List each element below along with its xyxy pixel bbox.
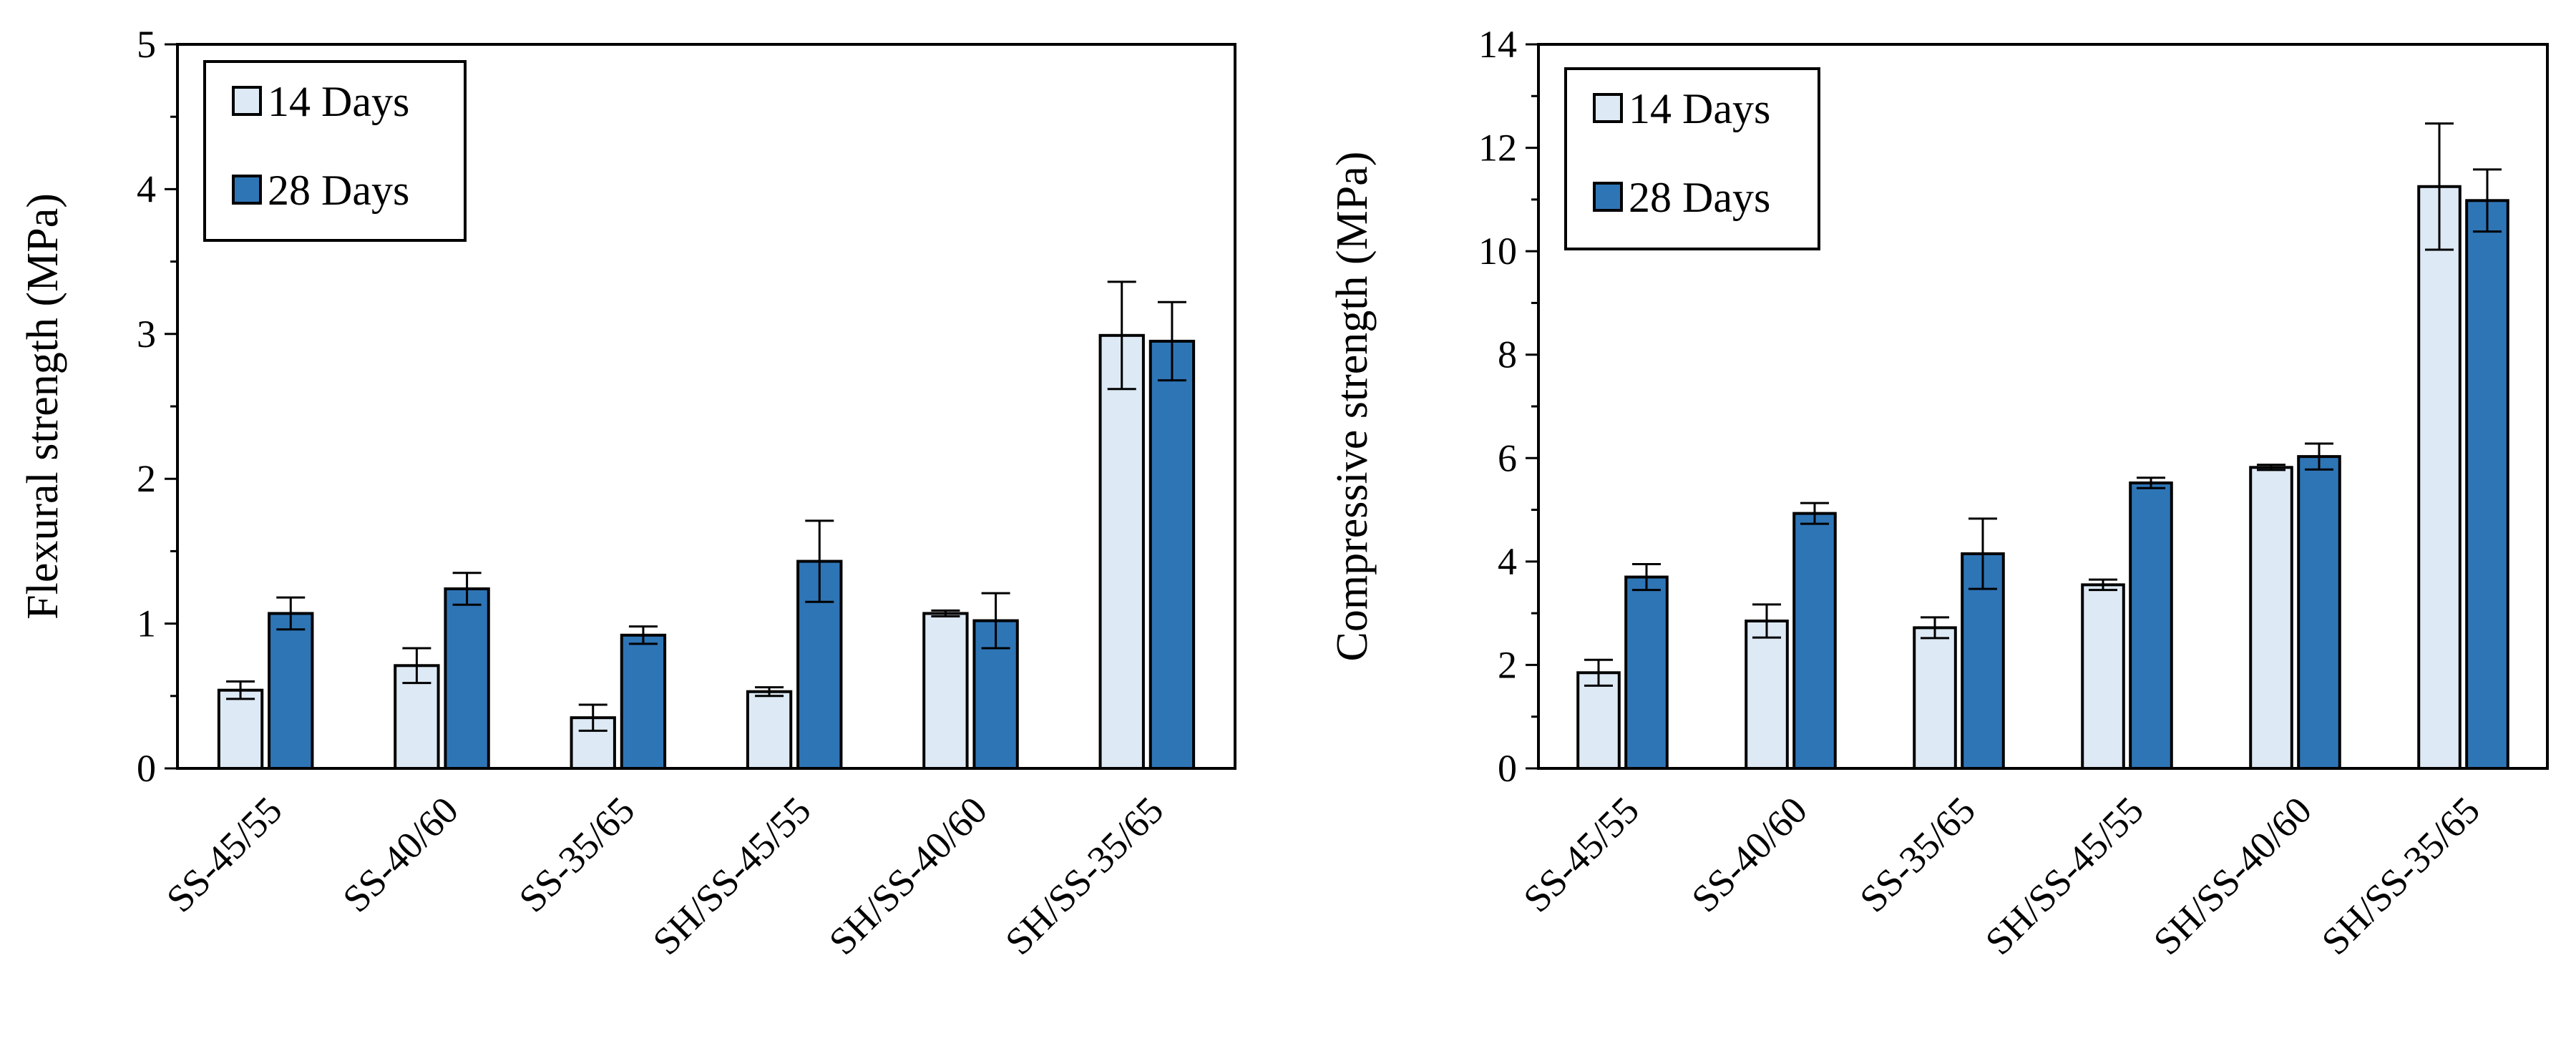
bar-group: [570, 625, 667, 770]
legend-swatch-14-days: [232, 86, 262, 116]
bar-group: [2081, 476, 2173, 771]
bar-14-days: [217, 688, 264, 770]
y-tick-label: 12: [1478, 127, 1517, 170]
error-bar: [402, 647, 431, 685]
bar-group: [1576, 562, 1669, 770]
x-category-label: SH/SS-40/60: [821, 788, 995, 963]
x-category-label: SS-40/60: [1683, 788, 1815, 921]
bar-14-days: [1913, 626, 1957, 771]
bar-28-days: [2129, 481, 2173, 770]
bar-group: [2249, 442, 2341, 770]
error-bar: [2089, 578, 2118, 592]
flexural-strength-chart: 0 1 2 3 4 5 Flexural strength (MPa) SS-45/55 SS-…: [19, 23, 1236, 963]
legend: 14 Days 28 Days: [1564, 67, 1820, 250]
y-tick-label: 2: [1498, 643, 1517, 686]
error-bar: [276, 596, 306, 631]
bar-group: [2417, 122, 2509, 770]
error-bar: [1584, 658, 1614, 687]
bar-14-days: [1576, 671, 1621, 770]
legend-swatch-28-days: [232, 175, 262, 205]
bar-group: [394, 572, 490, 771]
bar-14-days: [1745, 619, 1789, 770]
y-tick-label: 0: [137, 747, 156, 790]
bar-28-days: [268, 612, 314, 770]
y-tick-label: 14: [1478, 23, 1517, 66]
bar-group: [922, 592, 1019, 770]
legend-label: 14 Days: [268, 78, 409, 125]
y-axis-title: Compressive strength (MPa): [1328, 152, 1377, 662]
bar-group: [1745, 502, 1837, 770]
error-bar: [981, 592, 1010, 650]
bar-14-days: [922, 612, 969, 770]
bar-28-days: [2465, 199, 2509, 770]
bar-14-days: [2417, 185, 2462, 770]
error-bar: [452, 572, 482, 606]
x-category-label: SS-40/60: [334, 788, 467, 921]
error-bar: [1968, 517, 1997, 590]
error-bar: [931, 609, 960, 617]
bar-14-days: [2249, 466, 2293, 770]
error-bar: [2257, 464, 2286, 471]
bar-group: [1098, 280, 1196, 771]
error-bar: [2472, 168, 2502, 233]
bar-group: [1913, 517, 2005, 771]
bar-28-days: [620, 633, 667, 770]
x-category-label: SH/SS-35/65: [2313, 788, 2488, 963]
x-category-label: SH/SS-45/55: [1977, 788, 2152, 963]
error-bar: [2425, 122, 2454, 251]
error-bar: [2136, 476, 2165, 489]
error-bar: [578, 703, 608, 732]
x-category-label: SH/SS-45/55: [645, 788, 819, 963]
y-tick-label: 8: [1498, 333, 1517, 376]
bar-group: [746, 519, 843, 771]
error-bar: [226, 680, 255, 700]
bar-14-days: [746, 690, 793, 771]
bar-28-days: [2297, 455, 2341, 770]
error-bar: [1107, 280, 1136, 391]
x-category-label: SS-45/55: [158, 788, 291, 921]
x-category-label: SS-45/55: [1515, 788, 1647, 921]
bar-28-days: [1624, 575, 1669, 770]
x-category-label: SS-35/65: [1851, 788, 1984, 921]
compressive-strength-chart: 0 2 4 6 8 10 12 14 Compressive strength (MPa) SS-…: [1328, 23, 2549, 963]
error-bar: [755, 686, 784, 698]
x-category-label: SS-35/65: [511, 788, 643, 921]
error-bar: [1921, 616, 1950, 640]
y-axis-title: Flexural strength (MPa): [19, 193, 67, 620]
x-category-label: SH/SS-35/65: [997, 788, 1171, 963]
y-tick-label: 0: [1498, 747, 1517, 790]
bar-28-days: [1792, 512, 1837, 770]
error-bar: [1800, 502, 1829, 525]
legend-label: 28 Days: [268, 167, 409, 214]
error-bar: [628, 625, 658, 645]
y-tick-label: 4: [137, 167, 156, 210]
y-tick-label: 1: [137, 602, 156, 645]
bar-14-days: [1098, 333, 1145, 771]
y-tick-label: 6: [1498, 436, 1517, 479]
bar-14-days: [2081, 583, 2125, 771]
y-tick-label: 10: [1478, 230, 1517, 273]
legend-swatch-14-days: [1593, 93, 1623, 123]
error-bar: [1752, 603, 1782, 639]
y-tick-label: 4: [1498, 540, 1517, 583]
y-tick-label: 2: [137, 457, 156, 500]
y-tick-label: 5: [137, 23, 156, 66]
bar-28-days: [444, 587, 490, 770]
error-bar: [805, 519, 834, 603]
error-bar: [1631, 562, 1661, 592]
bar-28-days: [1148, 339, 1196, 771]
legend: 14 Days 28 Days: [203, 60, 467, 242]
legend-label: 28 Days: [1629, 174, 1770, 221]
error-bar: [2304, 442, 2333, 471]
legend-swatch-28-days: [1593, 182, 1623, 212]
y-tick-label: 3: [137, 313, 156, 356]
error-bar: [1157, 300, 1186, 382]
legend-label: 14 Days: [1629, 85, 1770, 132]
bar-group: [217, 596, 314, 770]
x-category-label: SH/SS-40/60: [2145, 788, 2320, 963]
